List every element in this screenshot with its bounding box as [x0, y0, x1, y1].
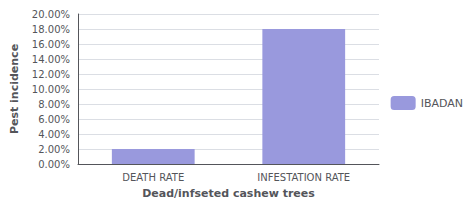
svg-text:DEATH RATE: DEATH RATE	[122, 172, 184, 183]
svg-text:16.00%: 16.00%	[32, 39, 70, 50]
svg-text:12.00%: 12.00%	[32, 69, 70, 80]
svg-text:8.00%: 8.00%	[38, 99, 70, 110]
svg-text:6.00%: 6.00%	[38, 114, 70, 125]
svg-text:4.00%: 4.00%	[38, 129, 70, 140]
svg-text:18.00%: 18.00%	[32, 24, 70, 35]
svg-text:2.00%: 2.00%	[38, 144, 70, 155]
svg-text:IBADAN: IBADAN	[421, 97, 463, 110]
svg-text:20.00%: 20.00%	[32, 9, 70, 20]
svg-text:0.00%: 0.00%	[38, 159, 70, 170]
svg-text:10.00%: 10.00%	[32, 84, 70, 95]
svg-text:Dead/infseted cashew trees: Dead/infseted cashew trees	[142, 187, 315, 200]
svg-text:14.00%: 14.00%	[32, 54, 70, 65]
svg-text:INFESTATION RATE: INFESTATION RATE	[257, 172, 350, 183]
svg-text:Pest incidence: Pest incidence	[8, 44, 21, 134]
